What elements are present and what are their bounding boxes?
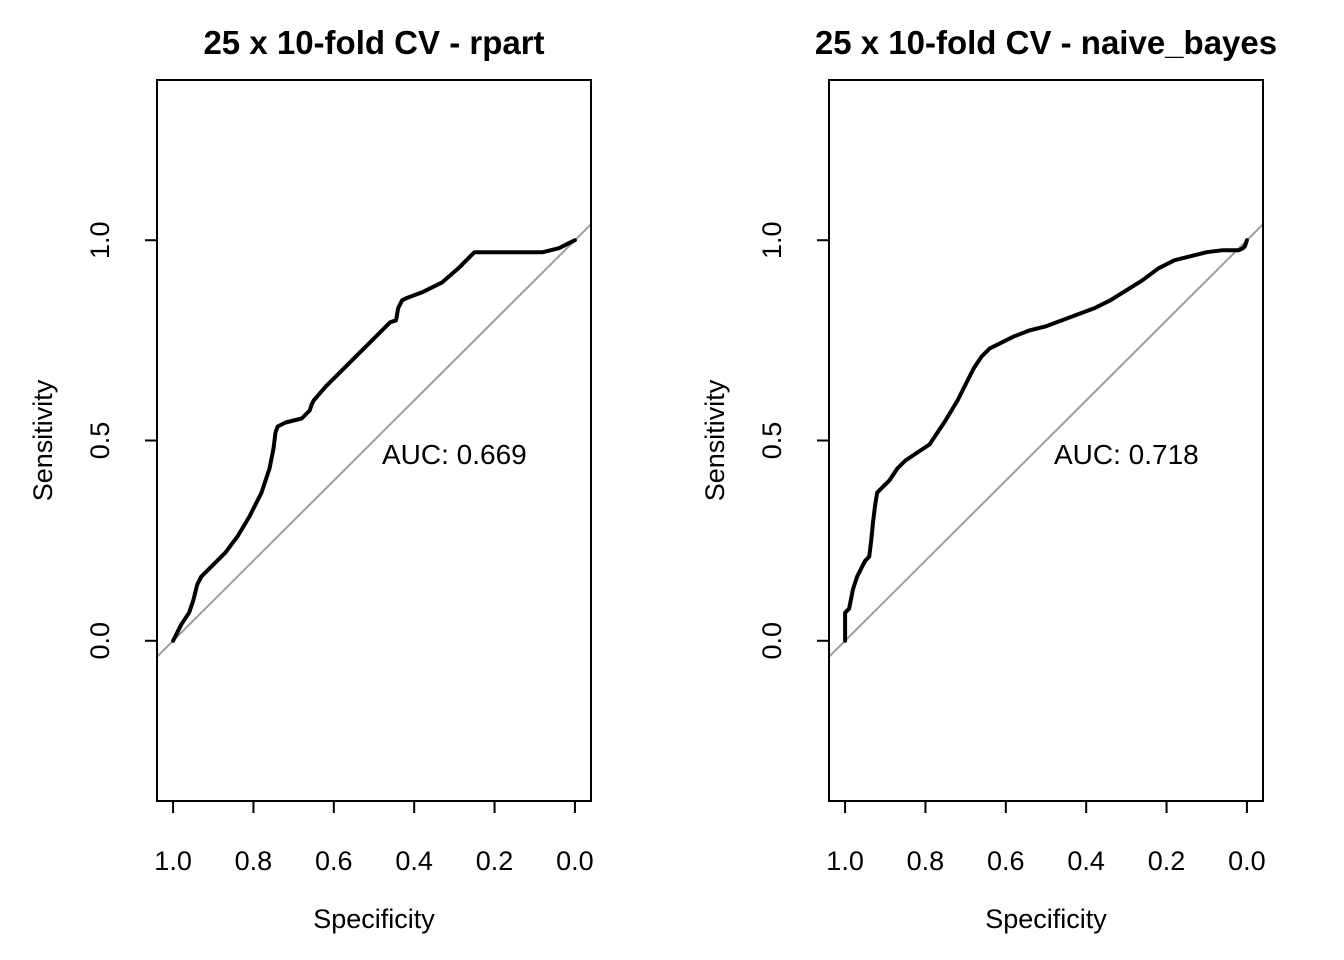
y-axis-label: Sensitivity: [700, 379, 730, 501]
y-tick-label: 0.0: [757, 622, 787, 660]
roc-curve-line: [843, 238, 1249, 643]
x-tick-label: 0.8: [907, 846, 945, 876]
x-tick-label: 0.6: [987, 846, 1025, 876]
y-tick-label: 1.0: [757, 221, 787, 259]
x-tick-label: 0.4: [395, 846, 433, 876]
auc-annotation: AUC: 0.718: [1054, 439, 1199, 470]
x-tick-label: 1.0: [826, 846, 864, 876]
auc-annotation: AUC: 0.669: [382, 439, 527, 470]
panel-rpart: 25 x 10-fold CV - rpart 1.0 0.8 0.6 0.4 0.2 0.…: [28, 24, 594, 934]
x-tick-label: 0.0: [1228, 846, 1266, 876]
x-axis-label: Specificity: [313, 904, 435, 934]
y-tick-label: 0.0: [85, 622, 115, 660]
roc-curve-line: [171, 238, 577, 643]
x-tick-label: 0.0: [556, 846, 594, 876]
x-tick-label: 0.4: [1067, 846, 1105, 876]
diagonal-reference-line: [157, 223, 591, 658]
x-tick-label: 0.2: [476, 846, 514, 876]
x-tick-label: 0.2: [1148, 846, 1186, 876]
y-tick-label: 0.5: [757, 422, 787, 460]
panel-naive-bayes: 25 x 10-fold CV - naive_bayes 1.0 0.8 0.6 0.…: [700, 24, 1277, 934]
x-tick-label: 1.0: [154, 846, 192, 876]
y-tick-label: 0.5: [85, 422, 115, 460]
y-axis-label: Sensitivity: [28, 379, 58, 501]
chart-title: 25 x 10-fold CV - naive_bayes: [815, 24, 1277, 61]
diagonal-reference-line: [829, 223, 1263, 658]
y-tick-label: 1.0: [85, 221, 115, 259]
chart-title: 25 x 10-fold CV - rpart: [203, 24, 544, 61]
x-tick-label: 0.6: [315, 846, 353, 876]
x-tick-label: 0.8: [235, 846, 273, 876]
x-axis-label: Specificity: [985, 904, 1107, 934]
